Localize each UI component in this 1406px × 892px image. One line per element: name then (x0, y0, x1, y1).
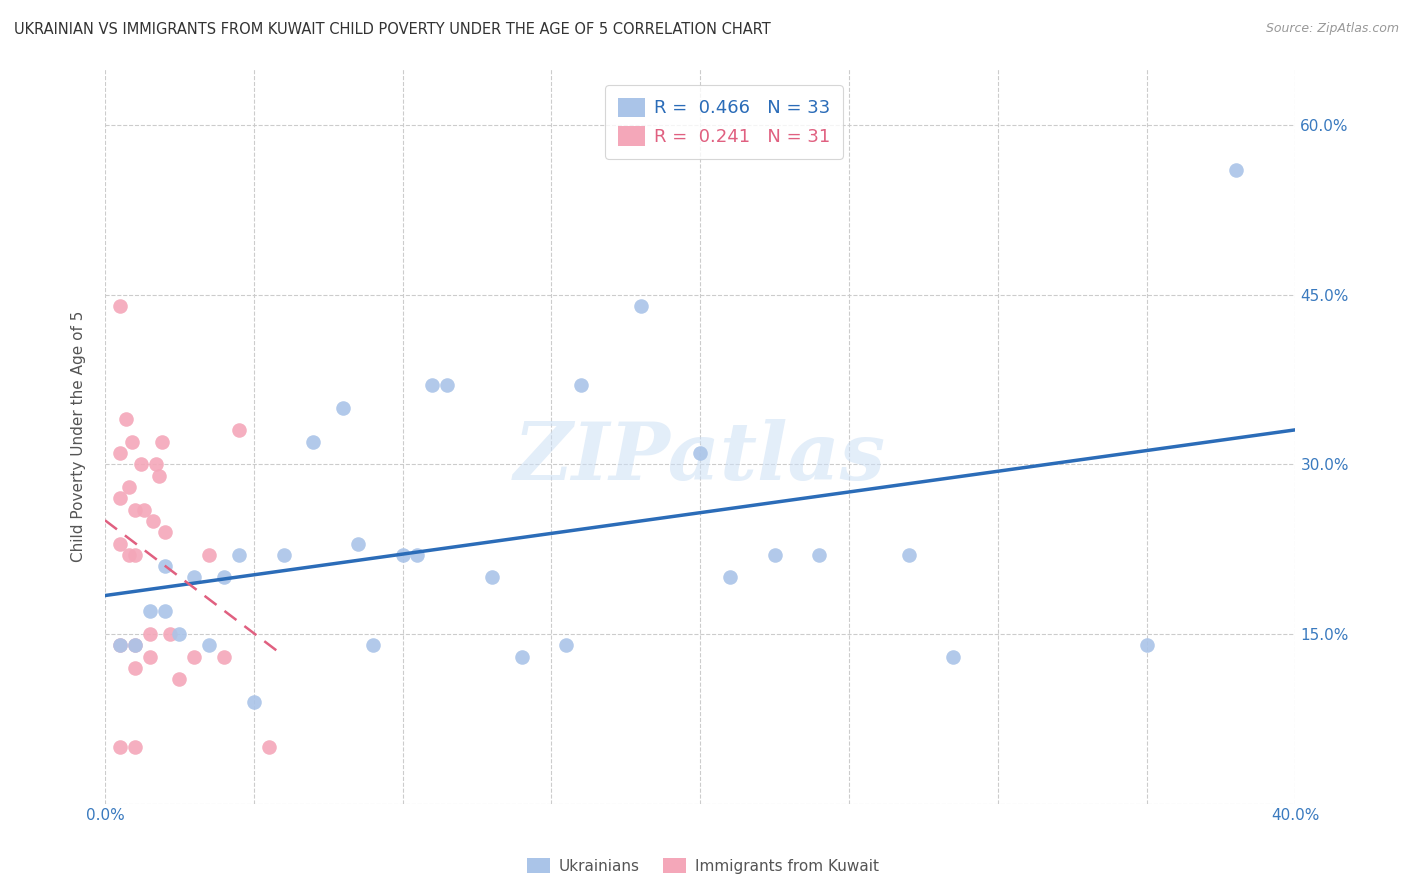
Text: Source: ZipAtlas.com: Source: ZipAtlas.com (1265, 22, 1399, 36)
Point (124, 661, 146, 675)
Point (124, 740, 146, 755)
Point (129, 458, 152, 472)
Point (212, 649, 235, 664)
Point (198, 548, 221, 562)
Point (718, 570, 741, 584)
Text: ZIPatlas: ZIPatlas (515, 419, 886, 497)
Point (169, 627, 191, 641)
Point (118, 548, 141, 562)
Point (142, 514, 165, 528)
Point (942, 649, 965, 664)
Point (510, 649, 533, 664)
Point (138, 627, 160, 641)
Point (481, 570, 503, 584)
Point (1136, 638, 1159, 652)
Point (406, 548, 429, 562)
Point (118, 480, 141, 494)
Point (124, 638, 146, 652)
Point (124, 502, 146, 516)
Point (108, 446, 131, 460)
Point (212, 570, 235, 584)
Point (347, 536, 370, 550)
Point (555, 638, 578, 652)
Point (114, 412, 136, 426)
Point (108, 740, 131, 755)
Point (257, 740, 280, 755)
Point (228, 424, 250, 438)
Point (121, 434, 143, 449)
Point (150, 434, 173, 449)
Text: UKRAINIAN VS IMMIGRANTS FROM KUWAIT CHILD POVERTY UNDER THE AGE OF 5 CORRELATION: UKRAINIAN VS IMMIGRANTS FROM KUWAIT CHIL… (14, 22, 770, 37)
Point (108, 491, 131, 506)
Point (124, 638, 146, 652)
Point (273, 548, 295, 562)
Point (108, 299, 131, 313)
Point (763, 548, 786, 562)
Point (361, 638, 384, 652)
Point (159, 627, 181, 641)
Point (1225, 163, 1247, 178)
Point (630, 299, 652, 313)
Point (569, 378, 592, 392)
Point (228, 548, 250, 562)
Point (422, 378, 444, 392)
Point (897, 548, 920, 562)
Y-axis label: Child Poverty Under the Age of 5: Child Poverty Under the Age of 5 (72, 310, 86, 562)
Point (153, 525, 176, 540)
Point (391, 548, 413, 562)
Point (138, 604, 160, 618)
Point (124, 548, 146, 562)
Point (108, 638, 131, 652)
Point (302, 434, 325, 449)
Point (145, 458, 167, 472)
Legend: Ukrainians, Immigrants from Kuwait: Ukrainians, Immigrants from Kuwait (520, 852, 886, 880)
Point (689, 446, 711, 460)
Point (148, 468, 170, 483)
Point (169, 672, 191, 686)
Point (138, 649, 160, 664)
Point (153, 559, 176, 574)
Legend: R =  0.466   N = 33, R =  0.241   N = 31: R = 0.466 N = 33, R = 0.241 N = 31 (605, 85, 842, 159)
Point (153, 604, 176, 618)
Point (808, 548, 831, 562)
Point (108, 536, 131, 550)
Point (132, 502, 155, 516)
Point (243, 695, 266, 709)
Point (198, 638, 221, 652)
Point (183, 649, 205, 664)
Point (332, 401, 354, 415)
Point (436, 378, 458, 392)
Point (108, 638, 131, 652)
Point (183, 570, 205, 584)
